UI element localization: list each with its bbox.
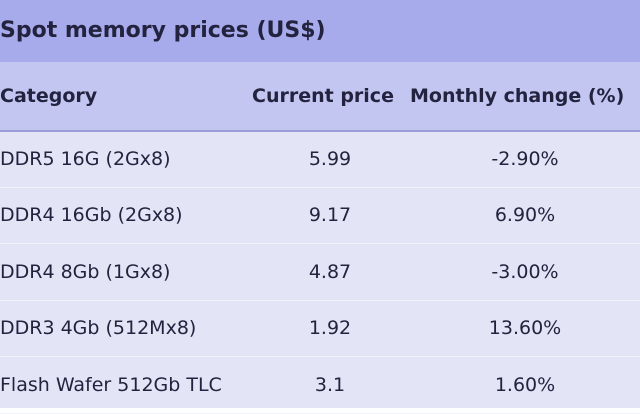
table-row: DDR3 4Gb (512Mx8) 1.92 13.60%: [0, 300, 640, 358]
table-row: DDR4 8Gb (1Gx8) 4.87 -3.00%: [0, 244, 640, 301]
table-cell: Flash Wafer 512Gb TLC: [0, 373, 222, 396]
table-cell: DDR4 8Gb (1Gx8): [0, 260, 171, 283]
table-cell: DDR4 16Gb (2Gx8): [0, 204, 183, 227]
table-cell: 5.99: [308, 148, 352, 170]
table-cell: -3.00%: [491, 260, 559, 283]
table-cell: -2.90%: [491, 148, 559, 170]
header-cell: Monthly change (%): [410, 85, 625, 107]
table-cell: 1.92: [308, 317, 352, 340]
table-cell: 4.87: [308, 260, 352, 283]
table-row: Flash Wafer 512Gb TLC 3.1 1.60%: [0, 357, 640, 414]
table-row: DDR4 16Gb (2Gx8) 9.17 6.90%: [0, 187, 640, 245]
title: Spot memory prices (US$): [0, 0, 640, 62]
header-row: Category Current price Monthly change (%): [0, 62, 640, 132]
header-cell: Current price: [252, 85, 394, 107]
table-cell: DDR5 16G (2Gx8): [0, 148, 171, 170]
table-cell: 9.17: [308, 204, 352, 227]
table-cell: 6.90%: [494, 204, 556, 227]
table-row: DDR5 16G (2Gx8) 5.99 -2.90%: [0, 131, 640, 188]
table-cell: DDR3 4Gb (512Mx8): [0, 317, 197, 340]
table-cell: 3.1: [314, 373, 346, 396]
table-cell: 13.60%: [488, 317, 562, 340]
header-cell: Category: [0, 85, 98, 107]
table-cell: 1.60%: [494, 373, 556, 396]
